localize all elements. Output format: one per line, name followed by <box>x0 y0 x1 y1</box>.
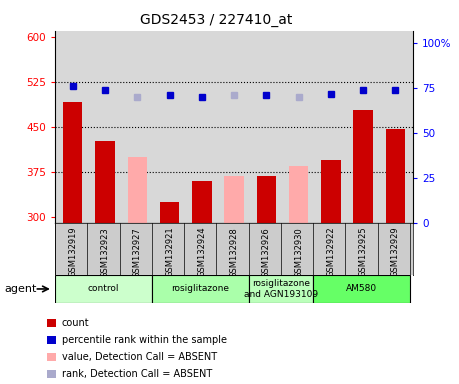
Bar <box>63 101 83 223</box>
Text: count: count <box>62 318 90 328</box>
Bar <box>249 275 313 303</box>
Bar <box>47 336 56 344</box>
Text: GSM132923: GSM132923 <box>101 227 110 278</box>
Text: control: control <box>88 285 119 293</box>
Text: GSM132927: GSM132927 <box>133 227 142 278</box>
Text: GSM132924: GSM132924 <box>197 227 207 278</box>
Bar <box>55 275 152 303</box>
Text: GSM132922: GSM132922 <box>326 227 336 278</box>
Text: agent: agent <box>5 284 37 294</box>
Text: GSM132926: GSM132926 <box>262 227 271 278</box>
Bar <box>95 141 115 223</box>
Bar <box>47 319 56 326</box>
Text: rosiglitazone
and AGN193109: rosiglitazone and AGN193109 <box>244 279 318 299</box>
Bar <box>224 176 244 223</box>
Bar <box>386 129 405 223</box>
Bar <box>192 181 212 223</box>
Bar <box>313 275 410 303</box>
Text: GSM132925: GSM132925 <box>358 227 368 278</box>
Text: value, Detection Call = ABSENT: value, Detection Call = ABSENT <box>62 352 217 362</box>
Text: GSM132930: GSM132930 <box>294 227 303 278</box>
Bar <box>47 370 56 379</box>
Text: GSM132928: GSM132928 <box>230 227 239 278</box>
Text: GSM132919: GSM132919 <box>68 227 77 278</box>
Bar <box>353 110 373 223</box>
Bar <box>321 160 341 223</box>
Bar <box>289 166 308 223</box>
Bar <box>128 157 147 223</box>
Text: percentile rank within the sample: percentile rank within the sample <box>62 335 227 345</box>
Bar <box>160 202 179 223</box>
Bar <box>47 353 56 361</box>
Text: rosiglitazone: rosiglitazone <box>171 285 229 293</box>
Text: AM580: AM580 <box>346 285 377 293</box>
Text: rank, Detection Call = ABSENT: rank, Detection Call = ABSENT <box>62 369 212 379</box>
Bar <box>152 275 249 303</box>
Text: GSM132921: GSM132921 <box>165 227 174 278</box>
Bar <box>257 176 276 223</box>
Text: GDS2453 / 227410_at: GDS2453 / 227410_at <box>140 13 292 27</box>
Text: GSM132929: GSM132929 <box>391 227 400 278</box>
